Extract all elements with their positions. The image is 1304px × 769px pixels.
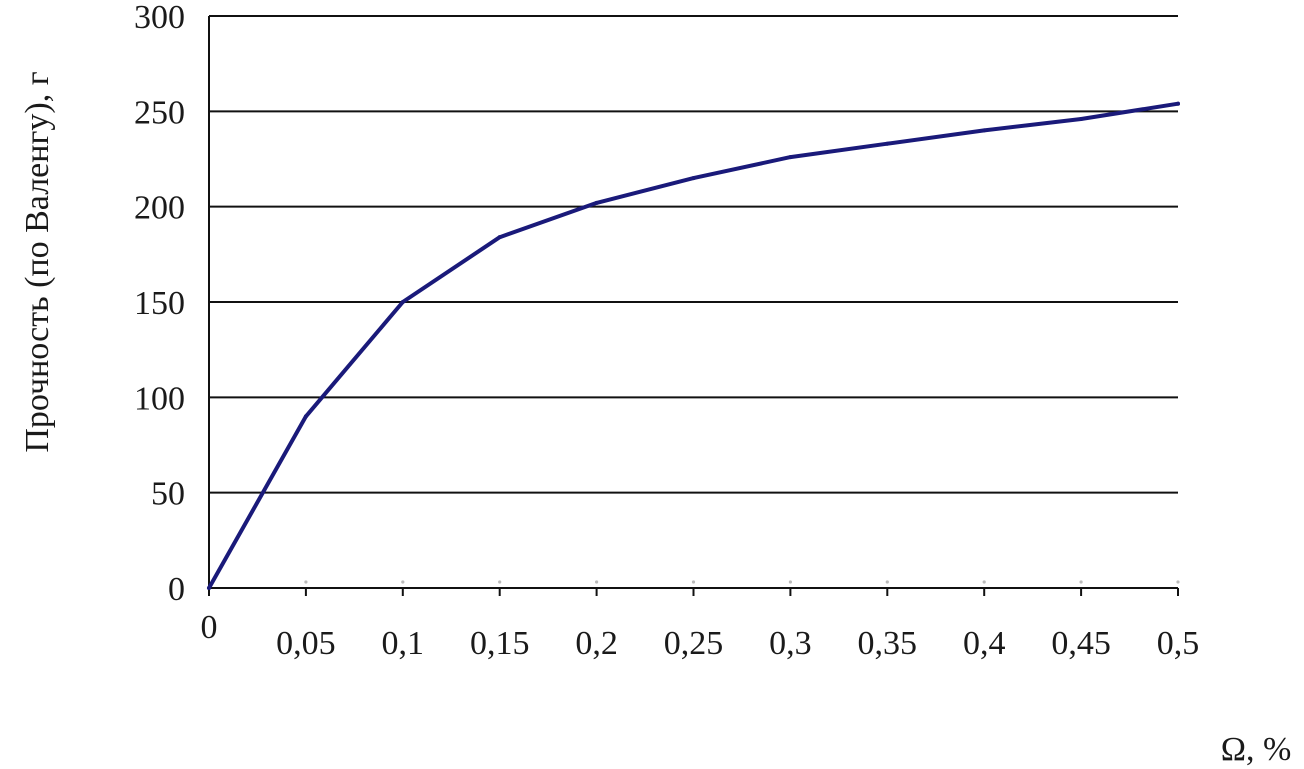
data-point xyxy=(1176,101,1180,106)
y-tick-label: 300 xyxy=(134,0,185,36)
y-tick-label: 100 xyxy=(134,380,185,417)
minor-tick-dot xyxy=(304,580,308,584)
data-point xyxy=(982,128,987,133)
x-tick-label: 0,3 xyxy=(769,625,812,662)
x-tick-label: 0,35 xyxy=(858,625,918,662)
minor-tick-dot xyxy=(982,580,986,584)
y-tick-label: 50 xyxy=(151,476,185,513)
data-point xyxy=(497,235,502,240)
x-tick-label: 0,05 xyxy=(276,625,336,662)
data-point xyxy=(885,141,890,146)
x-tick-label: 0,1 xyxy=(382,625,425,662)
x-tick-label: 0 xyxy=(201,609,218,646)
data-point xyxy=(594,200,599,205)
data-point xyxy=(400,300,405,304)
minor-tick-dot xyxy=(788,580,793,584)
y-tick-label: 200 xyxy=(134,190,185,227)
y-tick-label: 150 xyxy=(134,285,185,322)
x-tick-label: 0,25 xyxy=(664,625,724,662)
y-tick-label: 250 xyxy=(134,94,185,131)
minor-tick-dot xyxy=(401,580,405,584)
data-point xyxy=(207,586,211,590)
y-tick-label: 0 xyxy=(168,571,185,608)
grid-lines xyxy=(209,15,1178,494)
data-point xyxy=(1079,116,1084,121)
minor-tick-dot xyxy=(691,580,696,584)
data-point xyxy=(788,155,793,160)
x-axis-title: Ω, % xyxy=(1221,731,1292,768)
y-axis-title: Прочность (по Валенгу), г xyxy=(19,71,56,452)
x-tick-label: 0,4 xyxy=(963,625,1006,662)
x-tick-label: 0,2 xyxy=(575,625,618,662)
minor-tick-dot xyxy=(1176,580,1180,584)
axes xyxy=(208,16,1180,596)
data-point xyxy=(691,176,696,181)
series-layer xyxy=(207,101,1180,590)
x-tick-label: 0,45 xyxy=(1051,625,1111,662)
tick-labels: 0 50 100 150 200 250 300 0 0,05 0,1 0,15 0,2 0,25 0,3… xyxy=(134,0,1199,662)
x-tick-label: 0,15 xyxy=(470,625,530,662)
data-point xyxy=(303,414,308,419)
minor-tick-dot xyxy=(1079,580,1083,584)
minor-tick-dot xyxy=(498,580,502,584)
minor-tick-dot xyxy=(595,580,599,584)
minor-tick-dot xyxy=(885,580,889,584)
x-tick-label: 0,5 xyxy=(1157,625,1200,662)
